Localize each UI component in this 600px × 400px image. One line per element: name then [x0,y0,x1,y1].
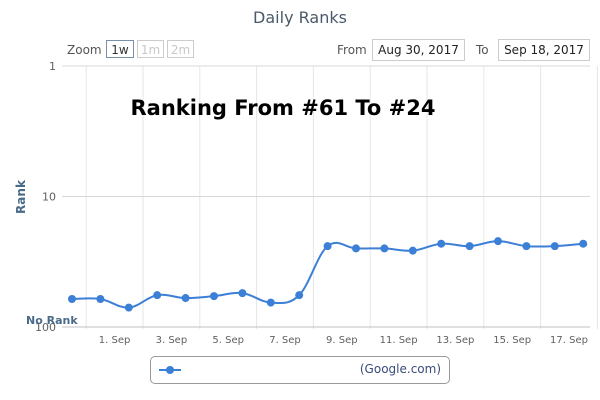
data-point [522,242,531,251]
data-point [437,239,446,248]
zoom-1w-button[interactable]: 1w [106,40,134,58]
data-point [352,244,360,253]
data-point [96,294,105,303]
data-point [68,294,76,303]
data-point [266,298,275,307]
x-tick-label: 13. Sep [436,335,474,346]
annotation-text: Ranking From #61 To #24 [131,96,436,120]
x-tick-label: 17. Sep [550,335,588,346]
x-tick-label: 5. Sep [212,335,244,346]
zoom-1m-button[interactable]: 1m [137,40,164,58]
zoom-2m-button[interactable]: 2m [167,40,194,58]
data-point [295,291,304,300]
range-to-input[interactable]: Sep 18, 2017 [498,39,590,61]
x-tick-label: 3. Sep [156,335,188,346]
x-tick-label: 1. Sep [99,335,131,346]
x-tick-label: 15. Sep [493,335,531,346]
legend[interactable]: (Google.com) [150,356,450,384]
data-point [153,291,162,300]
x-tick-label: 11. Sep [380,335,418,346]
data-point [210,292,218,301]
data-point [124,303,133,312]
data-point [465,242,474,251]
x-tick-label: 7. Sep [269,335,301,346]
data-point [380,244,389,253]
legend-series-marker-icon [159,366,181,374]
data-point [579,239,588,248]
data-point [550,242,559,251]
chart-title: Daily Ranks [253,8,347,27]
range-from-input[interactable]: Aug 30, 2017 [372,39,465,61]
zoom-label: Zoom [67,43,102,57]
y-tick-label: 10 [42,191,56,204]
range-from-label: From [337,43,367,57]
data-point [494,237,502,246]
no-rank-label: No Rank [26,314,78,327]
y-tick-label: 100 [35,321,56,334]
data-point [323,242,332,251]
data-point [238,289,247,298]
series-line [71,240,584,309]
data-point [181,294,190,303]
range-to-label: To [476,43,489,57]
x-tick-label: 9. Sep [326,335,358,346]
y-axis-title: Rank [14,179,28,214]
legend-series-label: (Google.com) [359,362,441,376]
y-tick-label: 1 [49,60,56,73]
data-point [408,246,417,255]
